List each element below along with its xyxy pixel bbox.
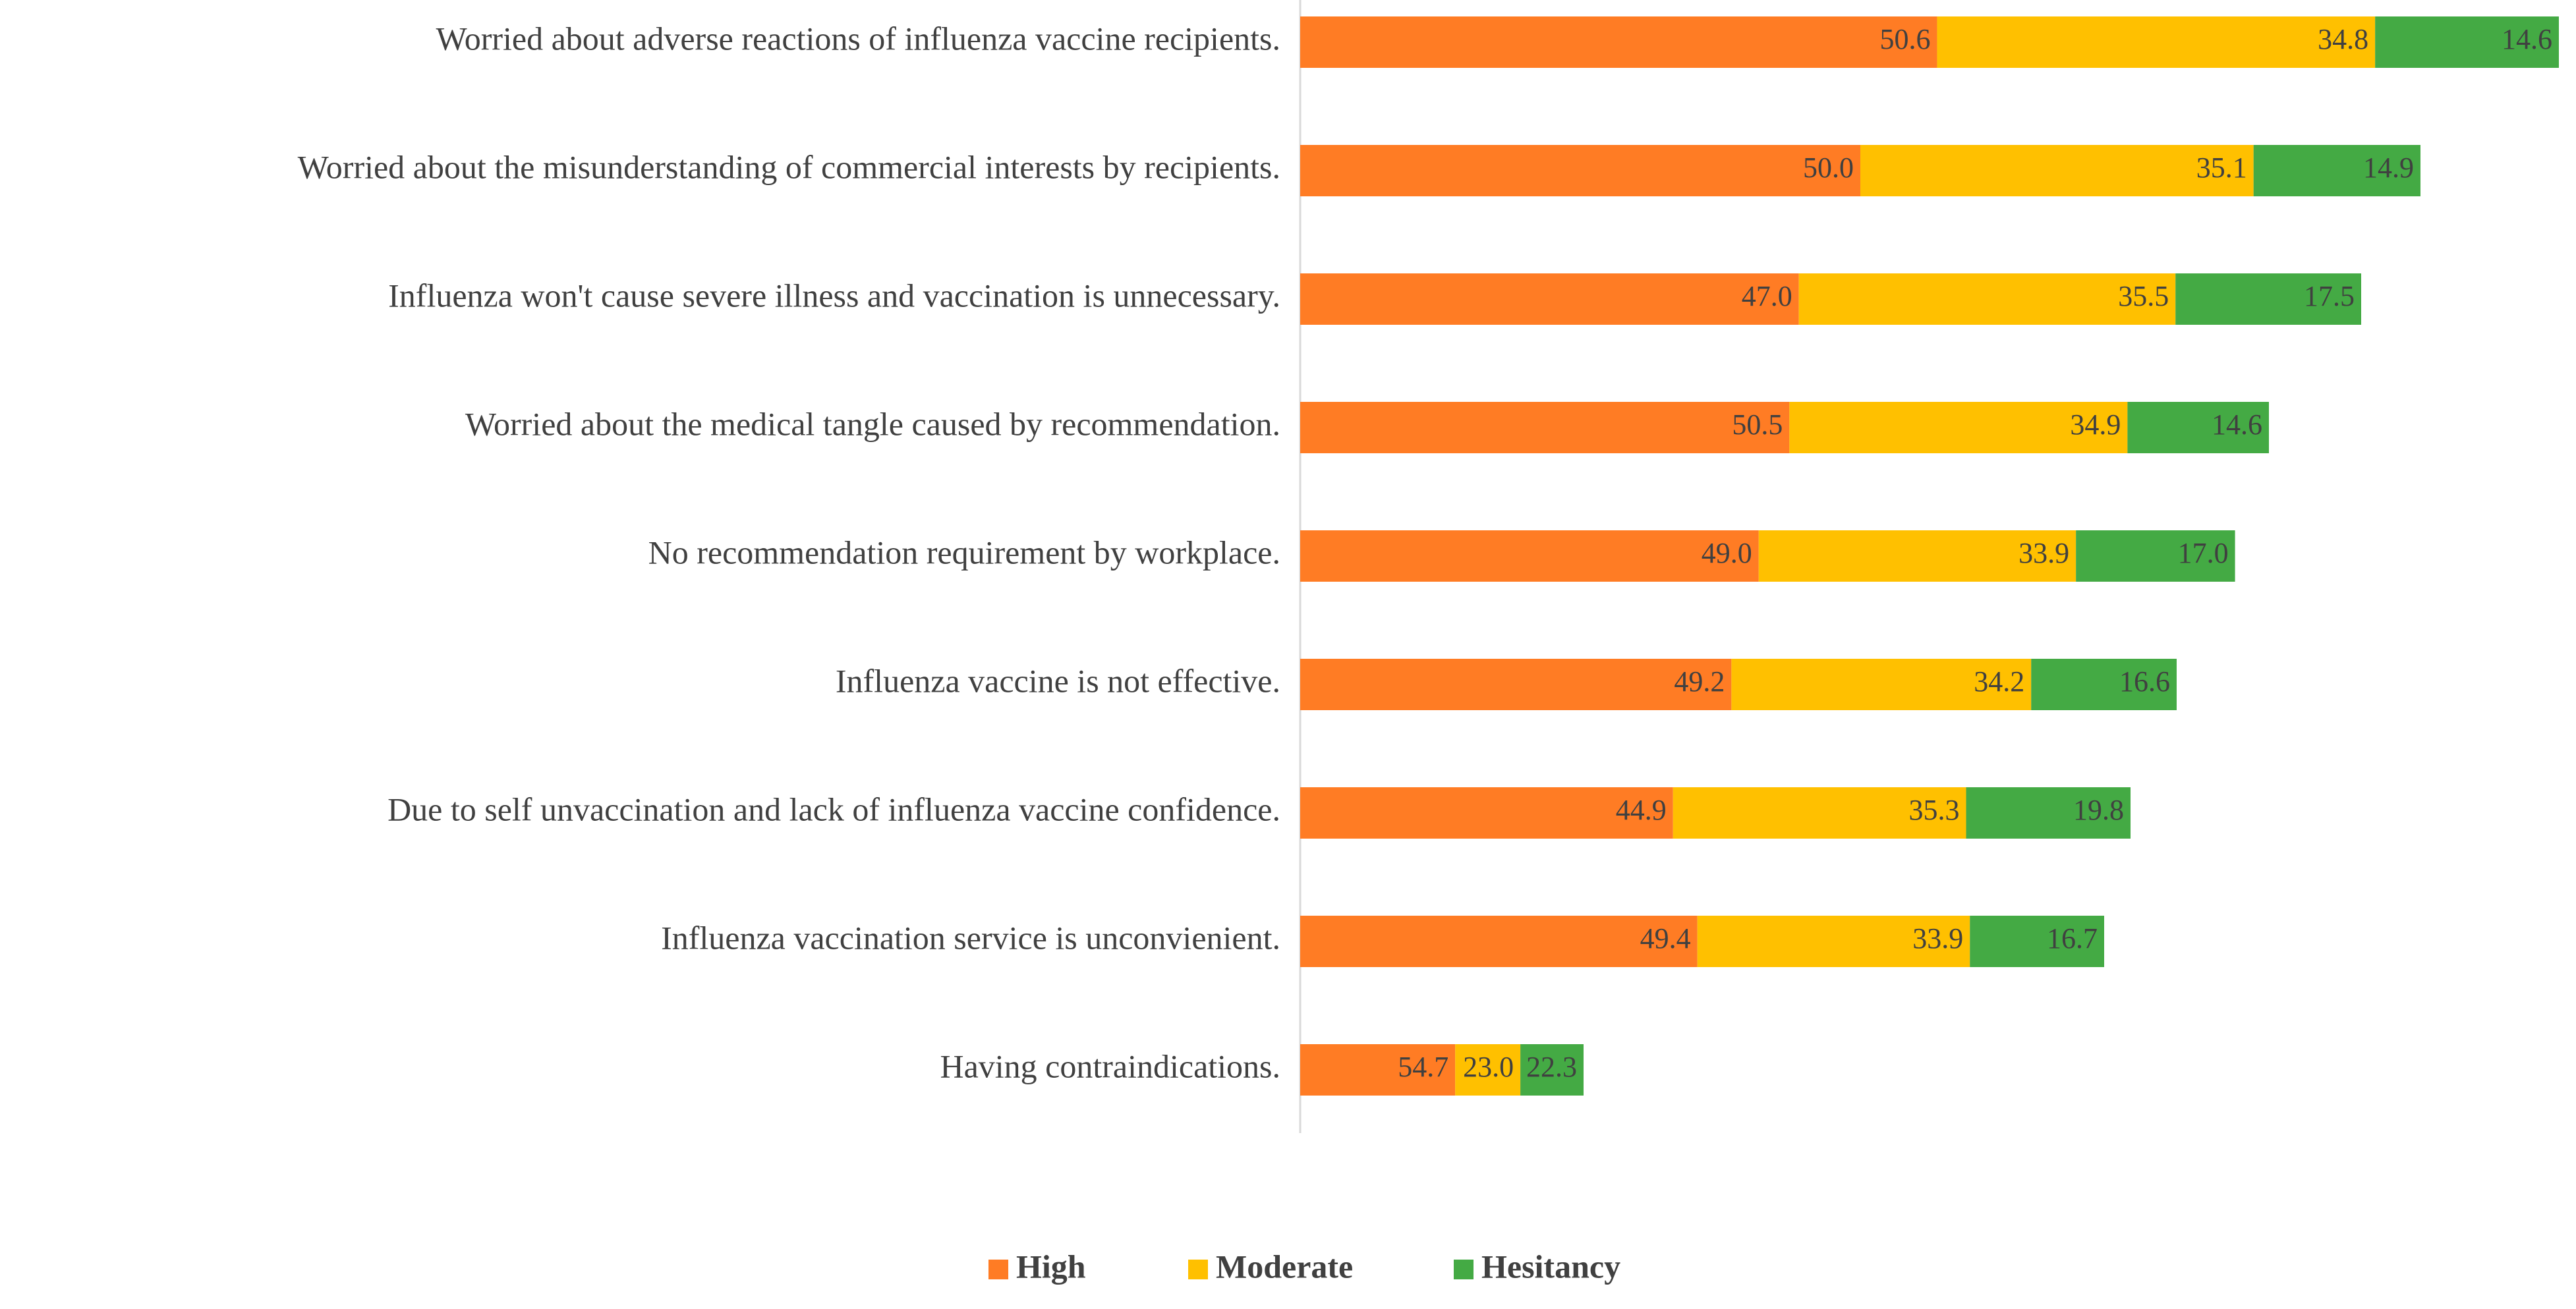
data-label: 17.0	[2178, 537, 2229, 569]
bars-group	[1300, 16, 2559, 1096]
data-label: 22.3	[1526, 1051, 1577, 1083]
bar-segment-moderate	[1731, 659, 2032, 710]
data-label: 35.5	[2118, 280, 2169, 312]
data-label: 49.2	[1674, 665, 1725, 698]
bar-segment-hesitancy	[1966, 787, 2131, 839]
data-label: 47.0	[1742, 280, 1792, 312]
category-label: Having contraindications.	[940, 1047, 1280, 1084]
legend-label-high: High	[1016, 1248, 1086, 1285]
category-labels: Worried about adverse reactions of influ…	[298, 20, 1280, 1084]
data-label: 44.9	[1616, 794, 1667, 826]
bar-segment-hesitancy	[2175, 273, 2361, 325]
bar-segment-hesitancy	[2375, 16, 2559, 68]
category-label: Influenza won't cause severe illness and…	[388, 277, 1280, 314]
data-label: 33.9	[1912, 922, 1963, 955]
data-label: 34.2	[1974, 665, 2024, 698]
bar-segment-high	[1300, 402, 1790, 453]
bar-segment-hesitancy	[1970, 916, 2104, 967]
legend-swatch-high	[988, 1260, 1008, 1279]
legend-label-moderate: Moderate	[1216, 1248, 1353, 1285]
legend: High Moderate Hesitancy	[988, 1248, 1620, 1285]
data-label: 50.6	[1879, 23, 1930, 55]
category-label: Worried about adverse reactions of influ…	[436, 20, 1281, 57]
category-label: No recommendation requirement by workpla…	[648, 534, 1280, 571]
bar-segment-hesitancy	[2253, 145, 2420, 196]
category-label: Worried about the medical tangle caused …	[465, 405, 1280, 442]
data-label: 14.6	[2502, 23, 2552, 55]
data-label: 23.0	[1463, 1051, 1514, 1083]
bar-segment-high	[1300, 916, 1698, 967]
bar-segment-moderate	[1758, 530, 2076, 582]
legend-swatch-moderate	[1188, 1260, 1208, 1279]
data-label: 49.0	[1702, 537, 1752, 569]
data-label: 33.9	[2018, 537, 2069, 569]
data-label: 49.4	[1640, 922, 1691, 955]
bar-segment-hesitancy	[2127, 402, 2269, 453]
bar-segment-hesitancy	[2031, 659, 2177, 710]
legend-swatch-hesitancy	[1454, 1260, 1474, 1279]
bar-segment-moderate	[1937, 16, 2376, 68]
data-labels: 50.6 34.8 14.6 50.0 35.1 14.9 47.0 35.5 17.5 50.5…	[1398, 23, 2552, 1083]
bar-segment-high	[1300, 145, 1860, 196]
category-label: Influenza vaccination service is unconvi…	[661, 919, 1280, 956]
data-label: 14.9	[2363, 152, 2414, 184]
bar-segment-high	[1300, 273, 1799, 325]
bar-segment-moderate	[1455, 1044, 1521, 1096]
data-label: 50.5	[1732, 408, 1783, 441]
data-label: 16.7	[2047, 922, 2098, 955]
bar-segment-high	[1300, 787, 1673, 839]
bar-segment-moderate	[1673, 787, 1966, 839]
legend-label-hesitancy: Hesitancy	[1481, 1248, 1620, 1285]
bar-segment-high	[1300, 1044, 1456, 1096]
data-label: 34.8	[2318, 23, 2368, 55]
bar-segment-high	[1300, 530, 1759, 582]
data-label: 34.9	[2070, 408, 2121, 441]
category-label: Influenza vaccine is not effective.	[836, 662, 1280, 699]
data-label: 35.3	[1909, 794, 1960, 826]
bar-segment-hesitancy	[2076, 530, 2235, 582]
data-label: 16.6	[2119, 665, 2170, 698]
bar-segment-moderate	[1860, 145, 2254, 196]
data-label: 14.6	[2212, 408, 2262, 441]
category-label: Due to self unvaccination and lack of in…	[387, 791, 1280, 827]
bar-segment-hesitancy	[1520, 1044, 1584, 1096]
bar-segment-high	[1300, 659, 1732, 710]
bar-segment-moderate	[1789, 402, 2128, 453]
data-label: 19.8	[2073, 794, 2124, 826]
data-label: 35.1	[2196, 152, 2247, 184]
category-label: Worried about the misunderstanding of co…	[298, 148, 1280, 185]
bar-segment-moderate	[1798, 273, 2176, 325]
data-label: 17.5	[2304, 280, 2355, 312]
data-label: 50.0	[1803, 152, 1854, 184]
bar-segment-moderate	[1697, 916, 1970, 967]
bar-segment-high	[1300, 16, 1937, 68]
data-label: 54.7	[1398, 1051, 1448, 1083]
